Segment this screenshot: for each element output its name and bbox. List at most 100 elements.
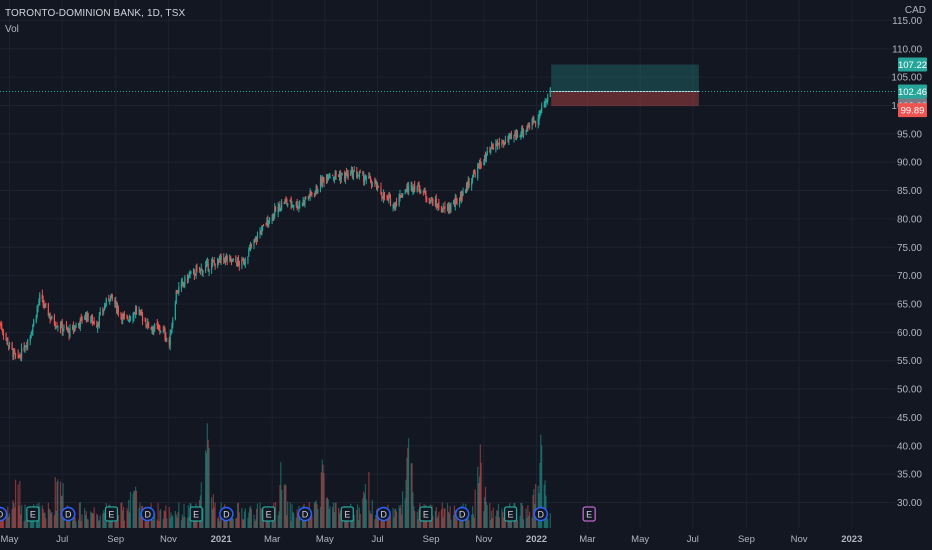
earnings-marker[interactable] <box>419 506 433 522</box>
volume-bar <box>135 490 138 528</box>
price-tick-label: 75.00 <box>897 243 922 254</box>
candle-body <box>212 260 214 262</box>
volume-bar <box>121 502 123 528</box>
event-label: E <box>193 510 199 520</box>
volume-bar <box>352 520 354 528</box>
volume-bar <box>212 494 214 528</box>
candle-body <box>319 179 322 190</box>
volume-bar <box>503 518 506 528</box>
candle-body <box>186 277 189 282</box>
dividend-marker[interactable] <box>454 506 470 522</box>
volume-bar <box>247 517 249 528</box>
candle-body <box>528 126 530 128</box>
volume-bar <box>353 514 355 528</box>
volume-bar <box>171 515 173 528</box>
dividend-marker[interactable] <box>376 506 391 522</box>
candle-body <box>121 315 123 320</box>
candle-body <box>18 356 20 358</box>
candle-body <box>393 203 395 206</box>
candle-body <box>473 171 475 174</box>
candle-body <box>547 96 549 102</box>
dividend-marker[interactable] <box>140 506 155 522</box>
candle-body <box>225 257 227 259</box>
price-tick-label: 55.00 <box>897 356 922 367</box>
volume-bar <box>362 498 364 528</box>
candle-body <box>84 313 87 320</box>
volume-bar <box>521 502 523 528</box>
candle-body <box>213 261 215 264</box>
dividend-marker[interactable] <box>0 506 8 522</box>
earnings-marker[interactable] <box>340 506 354 522</box>
volume-bar <box>7 506 9 528</box>
earnings-marker[interactable] <box>26 506 40 522</box>
candle-body <box>289 199 291 203</box>
candle-body <box>326 174 329 180</box>
volume-bar <box>465 517 468 528</box>
candle-body <box>59 325 62 329</box>
volume-bar <box>147 514 149 528</box>
candle-body <box>286 199 288 204</box>
candle-body <box>302 199 304 204</box>
dividend-marker[interactable] <box>533 506 549 522</box>
candle-body <box>519 136 521 137</box>
volume-bar <box>401 491 404 528</box>
volume-bar <box>323 473 325 528</box>
volume-bar <box>81 514 83 528</box>
volume-bar <box>539 462 541 528</box>
candle-body <box>151 328 153 330</box>
earnings-marker[interactable] <box>189 506 203 522</box>
volume-bar <box>321 459 323 528</box>
volume-bar <box>416 511 418 528</box>
candle-body <box>351 170 354 179</box>
volume-bar <box>326 497 329 528</box>
dividend-marker[interactable] <box>297 506 313 522</box>
target-zone <box>551 64 699 92</box>
candle-body <box>158 324 160 328</box>
volume-bar <box>5 510 7 528</box>
volume-bar <box>516 516 518 528</box>
price-label-badge <box>898 84 927 99</box>
volume-bar <box>123 520 126 528</box>
volume-bar <box>471 514 473 528</box>
candle-body <box>398 195 400 206</box>
earnings-marker[interactable] <box>503 506 518 522</box>
candle-body <box>1 324 3 330</box>
volume-bar <box>491 517 494 528</box>
candle-body <box>328 175 330 177</box>
volume-bar <box>417 518 419 528</box>
candle-body <box>516 133 519 138</box>
dividend-marker[interactable] <box>219 506 234 522</box>
volume-bar <box>24 504 26 528</box>
candle-body <box>477 165 479 179</box>
volume-bar <box>244 508 246 528</box>
candle-body <box>75 324 77 328</box>
candle-body <box>123 314 126 317</box>
candle-body <box>509 135 511 137</box>
candle-body <box>243 262 246 264</box>
candle-body <box>5 333 7 339</box>
earnings-marker[interactable] <box>262 506 276 522</box>
volume-bar <box>168 507 170 528</box>
volume-bar <box>92 513 94 528</box>
dividend-marker[interactable] <box>60 506 76 522</box>
candle-body <box>408 186 410 192</box>
candle-body <box>534 121 536 123</box>
volume-bar <box>309 515 311 528</box>
candle-body <box>388 197 390 199</box>
volume-bar <box>339 510 341 528</box>
candle-body <box>480 165 482 167</box>
volume-bar <box>395 511 398 528</box>
time-tick-label: Mar <box>264 534 280 545</box>
volume-bar <box>543 484 545 528</box>
earnings-marker[interactable] <box>104 506 119 522</box>
volume-bar <box>532 494 534 528</box>
volume-bar <box>283 485 285 528</box>
candle-body <box>66 327 68 331</box>
price-label-badge <box>898 57 927 72</box>
candle-body <box>85 314 87 321</box>
chart-grid <box>0 0 895 528</box>
earnings-marker[interactable] <box>582 506 596 522</box>
candle-body <box>7 338 9 345</box>
candle-body <box>410 184 412 187</box>
